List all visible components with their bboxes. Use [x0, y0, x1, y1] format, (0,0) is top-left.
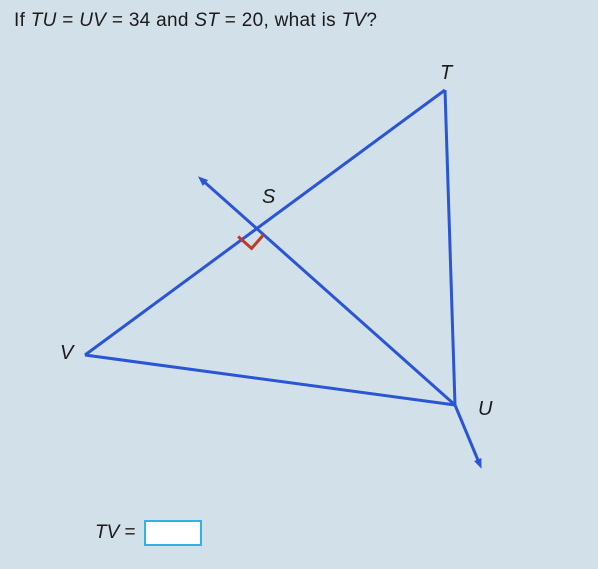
q-var-tu: TU [31, 10, 57, 31]
q-val2: 20 [242, 10, 264, 31]
q-qmark: ? [366, 10, 377, 31]
q-var-st: ST [194, 10, 219, 31]
q-eq2: = [106, 10, 129, 31]
q-var-tv: TV [341, 10, 366, 31]
ray-tu-extension [455, 405, 480, 465]
answer-label: TV = [95, 522, 136, 544]
label-s: S [262, 186, 275, 209]
answer-var: TV [95, 522, 119, 543]
edge-tu [445, 90, 455, 405]
triangle-diagram [0, 55, 598, 485]
q-and: and [151, 10, 195, 31]
q-eq3: = [219, 10, 242, 31]
q-val1: 34 [129, 10, 151, 31]
q-pre: If [14, 10, 31, 31]
edge-vu [85, 355, 455, 405]
label-u: U [478, 398, 492, 421]
q-eq1: = [57, 10, 80, 31]
edge-vt [85, 90, 445, 355]
label-v: V [60, 342, 73, 365]
answer-eq: = [119, 522, 135, 543]
answer-input[interactable] [144, 520, 202, 546]
q-post: , what is [264, 10, 342, 31]
label-t: T [440, 62, 452, 85]
question-text: If TU = UV = 34 and ST = 20, what is TV? [14, 10, 377, 32]
answer-row: TV = [95, 520, 202, 546]
q-var-uv: UV [79, 10, 106, 31]
ray-su [201, 179, 455, 405]
